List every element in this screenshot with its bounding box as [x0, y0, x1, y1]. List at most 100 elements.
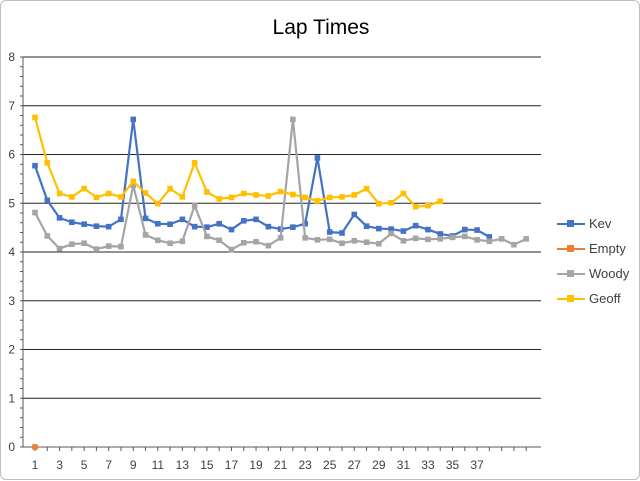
- data-point: [44, 159, 51, 166]
- data-point: [425, 226, 431, 233]
- data-point: [462, 226, 468, 233]
- data-point: [351, 211, 358, 218]
- data-point: [449, 234, 456, 241]
- data-point: [56, 245, 63, 252]
- y-tick-label: 1: [8, 391, 15, 405]
- data-point: [179, 238, 186, 245]
- x-tick-label: 33: [421, 458, 435, 472]
- y-tick-labels: 0 1 2 3 4 5 6 7 8: [8, 50, 15, 454]
- series-kev: [32, 116, 493, 240]
- data-point: [339, 230, 345, 236]
- legend-item: Empty: [557, 239, 637, 259]
- data-point: [253, 192, 259, 198]
- data-point: [32, 114, 38, 121]
- data-point: [326, 236, 333, 243]
- data-point: [388, 199, 394, 206]
- data-point: [167, 240, 173, 247]
- data-point: [32, 209, 38, 216]
- data-point: [204, 224, 210, 230]
- x-tick-label: 1: [32, 458, 39, 472]
- data-point: [437, 236, 444, 242]
- chart-title: Lap Times: [273, 16, 370, 39]
- data-point: [69, 194, 75, 200]
- data-point: [167, 221, 173, 228]
- gridlines: [23, 56, 541, 399]
- data-point: [240, 190, 247, 197]
- data-point: [216, 196, 222, 202]
- legend-marker: [567, 295, 574, 302]
- data-point: [93, 194, 100, 201]
- data-point: [105, 223, 112, 230]
- x-tick-label: 15: [200, 458, 214, 472]
- x-tick-label: 13: [176, 458, 190, 472]
- data-point: [44, 233, 51, 239]
- data-point: [425, 236, 431, 243]
- data-point: [376, 200, 382, 207]
- data-point: [523, 236, 529, 242]
- legend-item: Woody: [557, 264, 637, 284]
- data-point: [363, 239, 370, 246]
- x-tick-label: 9: [130, 458, 137, 472]
- data-point: [44, 197, 51, 204]
- legend-marker: [567, 270, 574, 277]
- series-empty: [32, 444, 38, 450]
- data-point: [437, 231, 444, 237]
- data-point: [363, 185, 370, 192]
- data-point: [462, 233, 468, 240]
- x-tick-label: 31: [397, 458, 411, 472]
- data-point: [130, 182, 137, 189]
- data-point: [216, 237, 222, 244]
- data-point: [32, 162, 38, 169]
- legend-item: Kev: [557, 214, 637, 234]
- x-tick-label: 5: [81, 458, 88, 472]
- legend-marker: [567, 245, 574, 252]
- data-point: [130, 116, 137, 123]
- data-point: [314, 155, 321, 161]
- y-tick-label: 4: [8, 245, 15, 259]
- data-point: [486, 234, 493, 240]
- data-point: [228, 226, 235, 233]
- data-point: [265, 242, 272, 249]
- axes: [20, 56, 541, 451]
- y-tick-label: 8: [8, 50, 15, 64]
- data-point: [253, 216, 259, 223]
- data-point: [277, 188, 284, 195]
- data-point: [240, 239, 247, 246]
- data-point: [216, 220, 222, 227]
- data-point: [302, 194, 308, 201]
- x-tick-label: 23: [298, 458, 312, 472]
- data-point: [204, 233, 210, 240]
- data-point: [56, 190, 63, 197]
- data-point: [412, 235, 419, 242]
- y-tick-label: 7: [8, 99, 15, 113]
- x-tick-label: 3: [56, 458, 63, 472]
- series-line: [33, 118, 490, 238]
- data-point: [277, 235, 284, 241]
- x-tick-label: 17: [225, 458, 239, 472]
- data-point: [265, 193, 272, 199]
- series-lines: [32, 114, 529, 450]
- data-point: [376, 225, 382, 232]
- data-point: [412, 222, 419, 229]
- series-woody: [32, 116, 529, 253]
- data-point: [400, 237, 407, 244]
- data-point: [290, 224, 296, 230]
- data-point: [69, 219, 75, 226]
- data-point: [290, 116, 296, 123]
- data-point: [81, 185, 87, 192]
- x-tick-label: 29: [372, 458, 386, 472]
- data-point: [69, 241, 75, 247]
- legend-label: Empty: [589, 241, 626, 256]
- data-point: [118, 243, 124, 250]
- data-point: [412, 203, 419, 210]
- data-point: [204, 189, 210, 195]
- data-point: [290, 191, 296, 198]
- x-tick-label: 27: [348, 458, 362, 472]
- data-point: [93, 223, 100, 229]
- data-point: [240, 218, 247, 224]
- series-line: [33, 117, 441, 208]
- data-point: [142, 215, 149, 222]
- legend-item: Geoff: [557, 289, 637, 309]
- data-point: [486, 238, 493, 245]
